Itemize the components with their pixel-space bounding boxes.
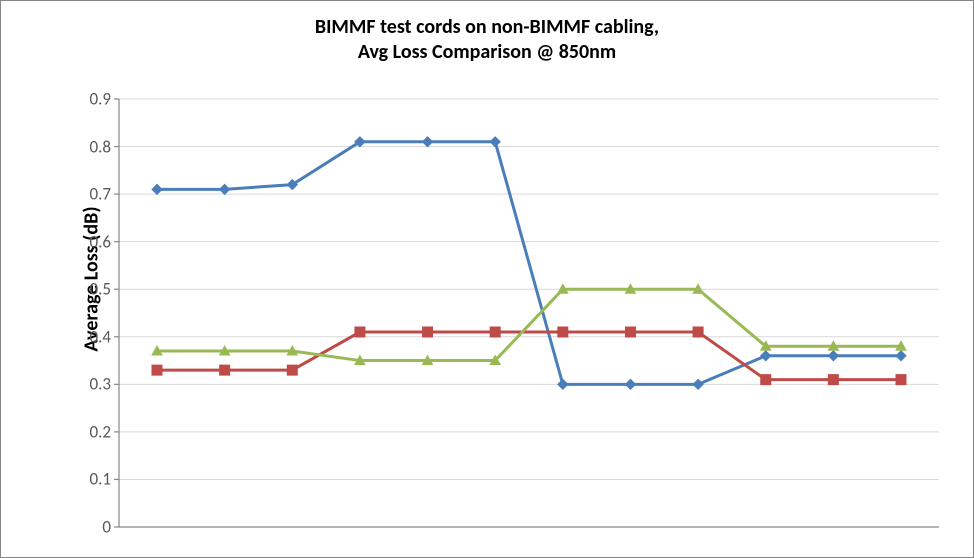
series-marker-1 [355, 327, 365, 337]
series-marker-0 [490, 137, 500, 147]
series-marker-1 [625, 327, 635, 337]
series-marker-1 [693, 327, 703, 337]
series-line-0 [157, 142, 901, 385]
series-marker-0 [761, 351, 771, 361]
series-marker-0 [152, 184, 162, 194]
chart-title: BIMMF test cords on non-BIMMF cabling, A… [1, 15, 973, 65]
series-line-2 [157, 289, 901, 360]
series-marker-0 [558, 379, 568, 389]
y-tick-label: 0.9 [89, 89, 111, 110]
y-tick-label: 0.7 [89, 184, 111, 205]
series-marker-0 [896, 351, 906, 361]
y-tick-label: 0.6 [89, 231, 111, 252]
y-tick-label: 0.4 [89, 326, 111, 347]
series-marker-1 [828, 375, 838, 385]
series-marker-0 [625, 379, 635, 389]
series-marker-1 [761, 375, 771, 385]
series-marker-0 [693, 379, 703, 389]
series-marker-1 [423, 327, 433, 337]
series-marker-1 [558, 327, 568, 337]
y-tick-label: 0.5 [89, 279, 111, 300]
y-tick-label: 0.1 [89, 469, 111, 490]
chart-container: BIMMF test cords on non-BIMMF cabling, A… [0, 0, 974, 558]
series-marker-0 [423, 137, 433, 147]
series-marker-0 [828, 351, 838, 361]
plot-area: 00.10.20.30.40.50.60.70.80.9 [119, 99, 939, 527]
y-tick-label: 0.2 [89, 421, 111, 442]
series-marker-1 [220, 365, 230, 375]
series-marker-1 [287, 365, 297, 375]
series-marker-0 [220, 184, 230, 194]
series-marker-1 [896, 375, 906, 385]
y-tick-label: 0 [102, 517, 111, 538]
y-tick-label: 0.8 [89, 136, 111, 157]
series-marker-1 [152, 365, 162, 375]
series-marker-1 [490, 327, 500, 337]
y-tick-label: 0.3 [89, 374, 111, 395]
